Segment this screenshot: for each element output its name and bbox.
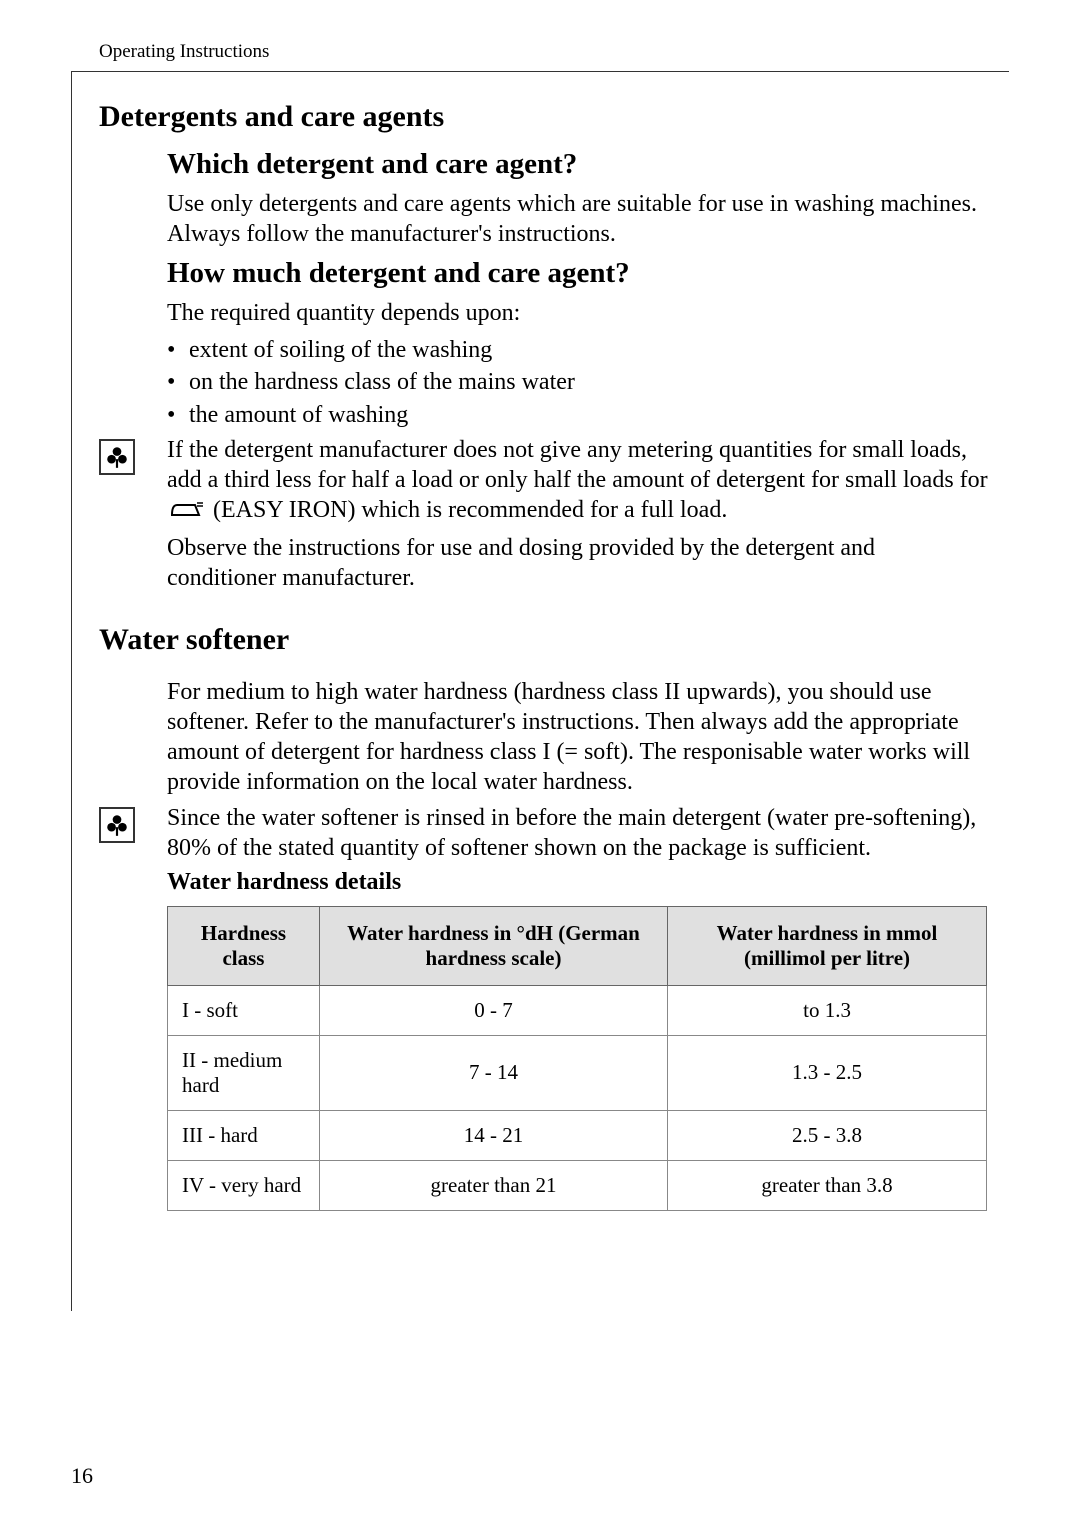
paragraph: The required quantity depends upon: — [167, 298, 989, 328]
table-cell: 14 - 21 — [319, 1110, 667, 1160]
clover-icon — [99, 439, 135, 475]
note-block: If the detergent manufacturer does not g… — [99, 435, 989, 592]
table-cell: IV - very hard — [168, 1160, 320, 1210]
table-header: Water hardness in mmol (millimol per lit… — [668, 906, 987, 985]
subsection-title-which: Which detergent and care agent? — [167, 148, 989, 181]
page: Operating Instructions Detergents and ca… — [0, 0, 1080, 1529]
page-number: 16 — [71, 1463, 93, 1489]
list-item: extent of soiling of the washing — [167, 334, 989, 366]
section-title-softener: Water softener — [99, 623, 989, 657]
list-item: on the hardness class of the mains water — [167, 366, 989, 398]
table-cell: I - soft — [168, 985, 320, 1035]
table-cell: 0 - 7 — [319, 985, 667, 1035]
table-cell: to 1.3 — [668, 985, 987, 1035]
table-cell: II - medium hard — [168, 1035, 320, 1110]
paragraph: For medium to high water hardness (hardn… — [167, 677, 989, 797]
table-header: Hardness class — [168, 906, 320, 985]
paragraph: Use only detergents and care agents whic… — [167, 189, 989, 249]
table-cell: greater than 3.8 — [668, 1160, 987, 1210]
table-cell: III - hard — [168, 1110, 320, 1160]
clover-icon-svg — [104, 812, 130, 838]
note-block: Since the water softener is rinsed in be… — [99, 803, 989, 863]
note-text-part1: If the detergent manufacturer does not g… — [167, 437, 988, 493]
easy-iron-icon — [167, 497, 207, 527]
main-content: Detergents and care agents Which deterge… — [99, 100, 989, 1211]
table-row: IV - very hard greater than 21 greater t… — [168, 1160, 987, 1210]
note-text-part2: (EASY IRON) which is recommended for a f… — [213, 497, 727, 523]
table-cell: 2.5 - 3.8 — [668, 1110, 987, 1160]
paragraph: If the detergent manufacturer does not g… — [167, 435, 989, 526]
table-row: II - medium hard 7 - 14 1.3 - 2.5 — [168, 1035, 987, 1110]
bullet-list: extent of soiling of the washing on the … — [167, 334, 989, 431]
header-running-title: Operating Instructions — [99, 41, 269, 63]
table-row: III - hard 14 - 21 2.5 - 3.8 — [168, 1110, 987, 1160]
section-title-detergents: Detergents and care agents — [99, 100, 989, 134]
table-cell: 7 - 14 — [319, 1035, 667, 1110]
paragraph: Since the water softener is rinsed in be… — [167, 803, 989, 863]
subsection-title-how-much: How much detergent and care agent? — [167, 257, 989, 290]
table-cell: 1.3 - 2.5 — [668, 1035, 987, 1110]
table-row: I - soft 0 - 7 to 1.3 — [168, 985, 987, 1035]
table-cell: greater than 21 — [319, 1160, 667, 1210]
table-title: Water hardness details — [167, 869, 989, 896]
table-header-row: Hardness class Water hardness in °dH (Ge… — [168, 906, 987, 985]
clover-icon — [99, 807, 135, 843]
table-header: Water hardness in °dH (German hardness s… — [319, 906, 667, 985]
list-item: the amount of washing — [167, 399, 989, 431]
water-hardness-table: Hardness class Water hardness in °dH (Ge… — [167, 906, 987, 1211]
paragraph: Observe the instructions for use and dos… — [167, 533, 989, 593]
clover-icon-svg — [104, 444, 130, 470]
